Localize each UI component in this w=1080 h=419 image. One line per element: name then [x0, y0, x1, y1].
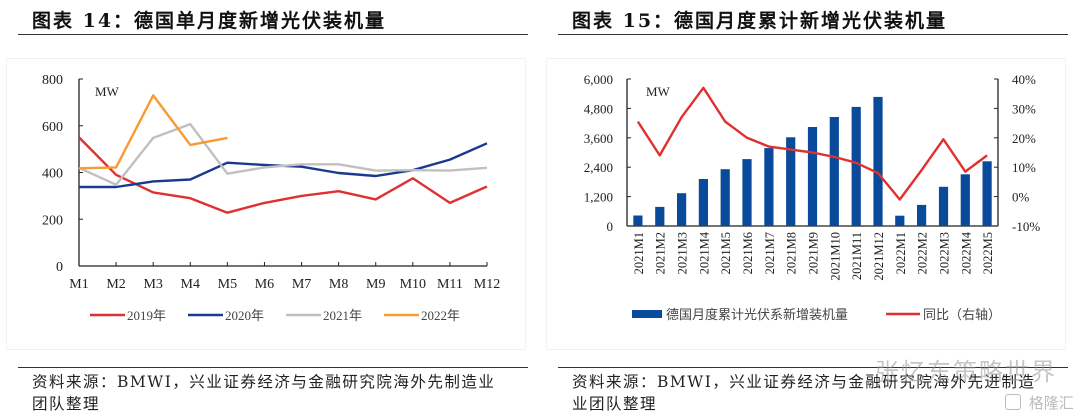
bar	[807, 127, 818, 226]
y-tick-label: 800	[42, 73, 63, 88]
bar-line-chart-cumulative-installs: 0 1,200 2,400 3,600 4,800 6,000 -10% 0% 10% 20% 30…	[584, 72, 1041, 322]
y-tick-label-left: 4,800	[584, 101, 613, 116]
right-panel: 图表 15：德国月度累计新增光伏装机量 0 1,200 2,400 3,600 4,80…	[540, 0, 1080, 419]
bar	[742, 159, 752, 226]
bar	[655, 206, 665, 226]
x-tick-label: M3	[143, 277, 162, 292]
x-tick-label: 2022M5	[981, 232, 995, 274]
source-note: 资料来源：BMWI，兴业证券经济与金融研究院海外先制造业团队整理	[32, 373, 496, 413]
chart-14-title: 图表 14：德国单月度新增光伏装机量	[32, 10, 387, 32]
y-tick-label: 200	[42, 213, 63, 228]
x-tick-label: M11	[437, 277, 463, 292]
unit-label: MW	[95, 84, 120, 99]
y-tick-label-right: 20%	[1012, 131, 1036, 146]
y-tick-label-left: 1,200	[584, 190, 613, 205]
bar	[829, 117, 839, 226]
source-note: 资料来源：BMWI，兴业证券经济与金融研究院海外先进制造业团队整理	[572, 373, 1036, 413]
bar	[677, 193, 687, 226]
y-tick-label-left: 3,600	[584, 131, 613, 146]
series-line-2022年	[78, 94, 228, 170]
x-tick-label: 2021M4	[697, 231, 711, 274]
x-tick-label: 2022M4	[959, 231, 973, 274]
y-tick-label-left: 6,000	[584, 72, 613, 87]
x-tick-label: 2022M3	[937, 232, 951, 274]
title-divider	[18, 34, 528, 35]
bar	[895, 215, 905, 226]
bar	[938, 186, 949, 226]
y-tick-label-right: 40%	[1012, 72, 1036, 87]
x-tick-label: M8	[329, 277, 348, 292]
x-tick-label: M2	[106, 277, 125, 292]
series-line-2021年	[78, 122, 488, 186]
brand-logo-icon	[1005, 394, 1021, 410]
x-tick-label: 2021M10	[828, 232, 842, 281]
legend-swatch-bar	[632, 310, 662, 318]
x-tick-label: M5	[218, 277, 237, 292]
y-tick-label-right: 10%	[1012, 160, 1036, 175]
chart-frame	[546, 58, 1066, 350]
legend-label: 德国月度累计光伏系新增装机量	[666, 307, 848, 322]
left-panel: 图表 14：德国单月度新增光伏装机量 0 200 400 600 800 M1 M2 M3 M4…	[6, 10, 528, 413]
x-tick-label: 2021M11	[850, 232, 864, 280]
line-chart-monthly-installs: 0 200 400 600 800 M1 M2 M3 M4 M5 M6 M7 M8 M9 M10 M11 M12…	[42, 73, 500, 323]
bar	[698, 179, 708, 226]
y-tick-label-left: 2,400	[584, 160, 613, 175]
x-tick-label: M12	[474, 277, 500, 292]
x-tick-label: M7	[292, 277, 311, 292]
legend-label: 2022年	[421, 308, 460, 323]
x-tick-label: 2021M3	[676, 232, 690, 274]
x-tick-label: M4	[181, 277, 200, 292]
bar	[982, 161, 992, 226]
x-tick-label: 2022M2	[916, 232, 930, 274]
y-tick-label-right: -10%	[1012, 219, 1040, 234]
y-tick-label-right: 30%	[1012, 101, 1036, 116]
source-divider	[558, 367, 1068, 368]
x-tick-label: M9	[366, 277, 385, 292]
legend-label: 2019年	[127, 308, 166, 323]
bar	[764, 148, 774, 226]
watermark-brand-label: 格隆汇	[1028, 394, 1074, 412]
bar	[633, 215, 643, 226]
x-tick-label: 2021M9	[807, 232, 821, 274]
series-line-2019年	[78, 136, 488, 214]
source-divider	[18, 367, 528, 368]
bar	[960, 174, 970, 226]
unit-label: MW	[646, 84, 671, 99]
x-tick-label: 2021M2	[654, 232, 668, 274]
legend-label: 2021年	[323, 308, 362, 323]
chart-15-title: 图表 15：德国月度累计新增光伏装机量	[572, 10, 948, 32]
x-tick-label: 2021M1	[632, 232, 646, 274]
bar	[786, 137, 796, 226]
x-tick-label: M10	[400, 277, 426, 292]
y-tick-label-right: 0%	[1012, 190, 1030, 205]
yoy-line	[636, 86, 988, 201]
bar	[917, 204, 927, 226]
watermark-text: 张忆东策略世界	[875, 358, 1057, 386]
bar	[720, 169, 730, 226]
x-tick-label: 2022M1	[894, 232, 908, 274]
x-tick-label: M1	[69, 277, 88, 292]
y-tick-label: 400	[42, 167, 63, 182]
chart-frame	[6, 58, 526, 350]
legend-label: 同比（右轴）	[923, 307, 1001, 322]
bar	[873, 96, 883, 227]
x-tick-label: M6	[255, 277, 274, 292]
x-tick-label: 2021M5	[719, 232, 733, 274]
x-tick-label: 2021M12	[872, 232, 886, 281]
y-tick-label: 600	[42, 120, 63, 135]
watermark-brand: 格隆汇	[1005, 392, 1074, 413]
y-tick-label: 0	[56, 260, 63, 275]
bar	[851, 106, 861, 226]
legend-label: 2020年	[225, 308, 264, 323]
title-divider	[558, 34, 1068, 35]
y-tick-label-left: 0	[607, 219, 614, 234]
x-tick-label: 2021M6	[741, 232, 755, 274]
x-tick-label: 2021M7	[763, 232, 777, 274]
x-tick-label: 2021M8	[785, 232, 799, 274]
